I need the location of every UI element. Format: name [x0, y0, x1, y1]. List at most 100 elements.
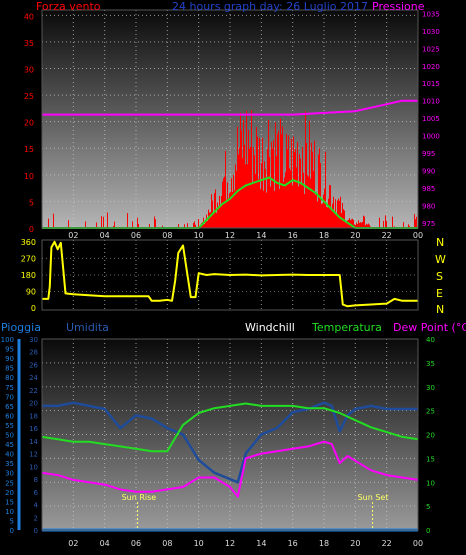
- humidity-y-label-7: 14: [29, 438, 38, 446]
- wind-x-label-4: 10: [194, 231, 204, 240]
- direction-y-label-2: 180: [21, 271, 36, 280]
- pressure-y-label-10: 1025: [422, 45, 440, 53]
- temperature-y-label-1: 5: [426, 503, 430, 511]
- rain-y-label-20: 100: [1, 336, 14, 344]
- pressure-y-label-6: 1005: [422, 115, 440, 123]
- series-humidity: [42, 401, 418, 484]
- windchill-header: Windchill: [245, 321, 295, 334]
- wind-y-label-3: 15: [24, 145, 34, 154]
- wind-y-label-4: 20: [24, 119, 34, 128]
- wind-x-label-1: 04: [100, 231, 110, 240]
- humidity-y-label-11: 22: [29, 387, 38, 395]
- wind-x-label-5: 12: [225, 231, 235, 240]
- wind-y-label-2: 10: [24, 172, 34, 181]
- rain-y-label-10: 50: [5, 432, 14, 440]
- rain-y-label-2: 10: [5, 508, 14, 516]
- pressure-y-label-0: 975: [422, 220, 435, 228]
- humidity-y-label-12: 24: [29, 374, 38, 382]
- wind-x-label-9: 20: [350, 231, 360, 240]
- humidity-y-label-2: 4: [34, 502, 39, 510]
- temp-x-label-0: 02: [68, 539, 78, 548]
- direction-y-label-1: 90: [26, 288, 36, 297]
- wind-y-label-0: 0: [29, 225, 34, 234]
- temperature-y-label-3: 15: [426, 455, 435, 463]
- temperature-y-label-6: 30: [426, 384, 435, 392]
- wind-y-label-5: 25: [24, 92, 34, 101]
- rain-y-label-19: 95: [5, 346, 14, 354]
- temperature-y-label-2: 10: [426, 479, 435, 487]
- rain-y-label-12: 60: [5, 412, 14, 420]
- wind-x-label-0: 02: [68, 231, 78, 240]
- wind-y-label-6: 30: [24, 65, 34, 74]
- rain-y-label-16: 80: [5, 374, 14, 382]
- rain-y-label-14: 70: [5, 393, 14, 401]
- direction-y-label-0: 0: [31, 304, 36, 313]
- pressure-y-label-9: 1020: [422, 63, 440, 71]
- pressure-title: Pressione: [372, 0, 425, 13]
- series-wind-gust: [48, 110, 417, 228]
- rain-y-label-3: 15: [5, 498, 14, 506]
- humidity-header: Umidita: [66, 321, 109, 334]
- wind-x-label-2: 06: [131, 231, 141, 240]
- humidity-y-label-9: 18: [29, 412, 38, 420]
- rain-y-label-4: 20: [5, 489, 14, 497]
- series-wind-average: [42, 176, 418, 229]
- wind-y-label-8: 40: [24, 12, 34, 21]
- sunset-label: Sun Set: [358, 493, 389, 502]
- temp-x-label-11: 00: [413, 539, 423, 548]
- axes: 0510152025303540975980985990995100010051…: [1, 10, 440, 548]
- temp-x-label-3: 08: [162, 539, 172, 548]
- compass-s: S: [436, 270, 443, 283]
- temperature-y-label-7: 35: [426, 360, 435, 368]
- pressure-y-label-12: 1035: [422, 10, 440, 18]
- compass-w: W: [435, 253, 446, 266]
- pressure-y-label-4: 995: [422, 150, 435, 158]
- compass-n-bottom: N: [436, 303, 444, 316]
- pressure-y-label-11: 1030: [422, 28, 440, 36]
- humidity-y-label-3: 6: [34, 489, 39, 497]
- rain-y-label-11: 55: [5, 422, 14, 430]
- temperature-y-label-4: 20: [426, 432, 435, 440]
- temperature-panel-border: [41, 338, 419, 531]
- rain-y-label-9: 45: [5, 441, 14, 449]
- rain-y-label-17: 85: [5, 365, 14, 373]
- temp-x-label-7: 16: [288, 539, 298, 548]
- temp-x-label-9: 20: [350, 539, 360, 548]
- rain-y-label-0: 0: [10, 527, 14, 535]
- series-pressure: [42, 99, 418, 116]
- rain-y-label-6: 30: [5, 470, 14, 478]
- temp-x-label-1: 04: [100, 539, 110, 548]
- wind-x-label-7: 16: [288, 231, 298, 240]
- series-temperature: [41, 402, 419, 453]
- series-dewpoint: [41, 440, 419, 498]
- direction-y-label-4: 360: [21, 238, 36, 247]
- humidity-y-label-14: 28: [29, 349, 38, 357]
- series: [41, 99, 419, 532]
- rain-y-label-1: 5: [10, 517, 14, 525]
- pressure-y-label-7: 1010: [422, 98, 440, 106]
- wind-y-label-7: 35: [24, 39, 34, 48]
- humidity-y-label-5: 10: [29, 463, 38, 471]
- humidity-y-label-4: 8: [34, 476, 38, 484]
- pressure-y-label-1: 980: [422, 202, 435, 210]
- sunrise-label: Sun Rise: [122, 493, 157, 502]
- temp-x-label-2: 06: [131, 539, 141, 548]
- wind-x-label-3: 08: [162, 231, 172, 240]
- direction-y-label-3: 270: [21, 254, 36, 263]
- chart-caption: 24 hours graph day: 26 Luglio 2017: [172, 0, 368, 13]
- rain-y-label-7: 35: [5, 460, 14, 468]
- temp-x-label-10: 22: [382, 539, 392, 548]
- humidity-y-label-10: 20: [29, 400, 38, 408]
- temp-x-label-4: 10: [194, 539, 204, 548]
- compass-n-top: N: [436, 236, 444, 249]
- wind-panel-border: [41, 9, 419, 229]
- humidity-y-label-6: 12: [29, 451, 38, 459]
- temperature-header: Temperatura: [311, 321, 382, 334]
- pressure-y-label-2: 985: [422, 185, 435, 193]
- rain-y-label-18: 90: [5, 355, 14, 363]
- humidity-y-label-0: 0: [34, 527, 38, 535]
- wind-y-label-1: 5: [29, 198, 34, 207]
- temp-x-label-6: 14: [256, 539, 266, 548]
- rain-header: Pioggia: [1, 321, 41, 334]
